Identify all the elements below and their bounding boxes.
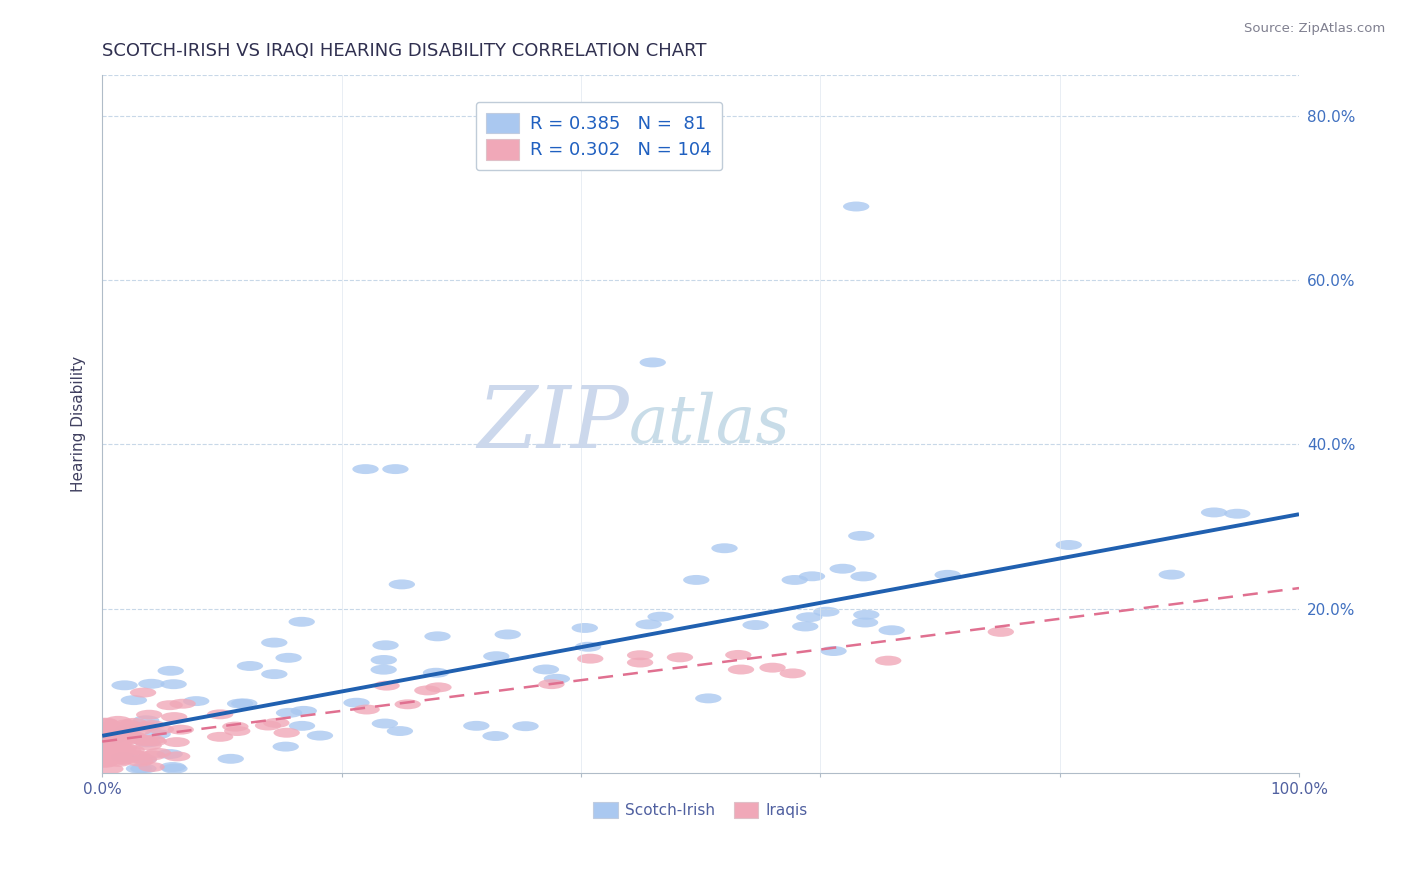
Text: Source: ZipAtlas.com: Source: ZipAtlas.com bbox=[1244, 22, 1385, 36]
Y-axis label: Hearing Disability: Hearing Disability bbox=[72, 356, 86, 492]
Text: ZIP: ZIP bbox=[477, 383, 628, 466]
Legend: Scotch-Irish, Iraqis: Scotch-Irish, Iraqis bbox=[588, 797, 814, 824]
Text: atlas: atlas bbox=[628, 392, 790, 457]
Text: SCOTCH-IRISH VS IRAQI HEARING DISABILITY CORRELATION CHART: SCOTCH-IRISH VS IRAQI HEARING DISABILITY… bbox=[103, 42, 707, 60]
